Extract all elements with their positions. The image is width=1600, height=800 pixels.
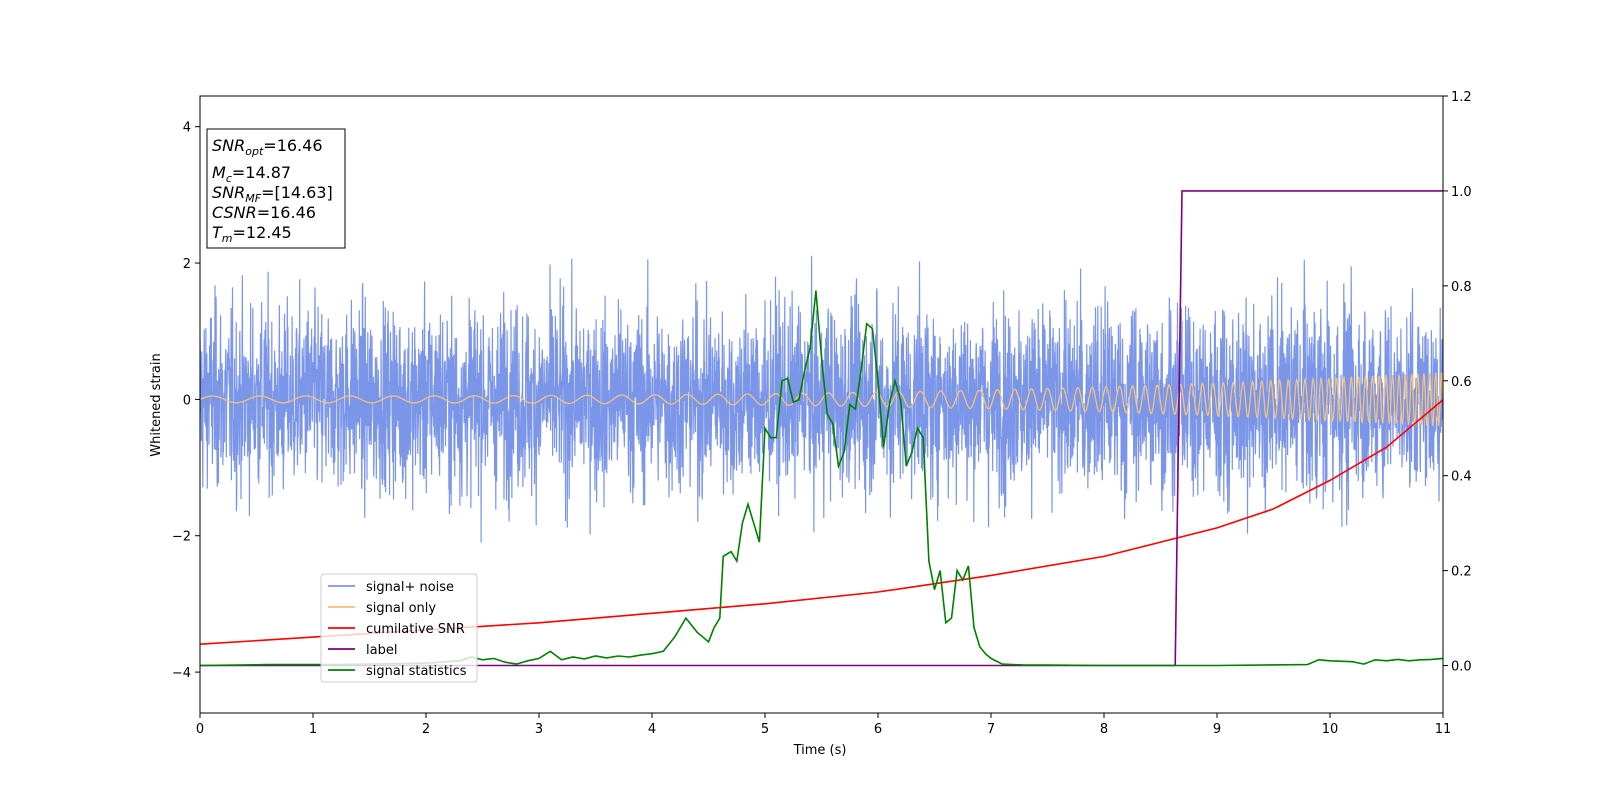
x-axis: 0 1 2 3 4 5 6 7 8 9 10 11 <box>196 713 1451 737</box>
info-tm-sub: m <box>222 232 233 245</box>
y2-tick-label: 0.8 <box>1451 280 1472 295</box>
x-tick-label: 11 <box>1435 722 1452 737</box>
info-mc: Mc=14.87 <box>212 163 291 185</box>
y2-tick-label: 0.0 <box>1451 660 1472 675</box>
info-tm-value: =12.45 <box>233 223 292 242</box>
info-snr-opt-name: SNR <box>212 136 245 155</box>
info-snr-opt: SNRopt=16.46 <box>212 136 323 158</box>
x-tick-label: 8 <box>1100 722 1108 737</box>
info-box: SNRopt=16.46 Mc=14.87 SNRMF=[14.63] CSNR… <box>206 128 346 249</box>
y-axis-label: Whitened strain <box>149 353 164 456</box>
info-snr-mf: SNRMF=[14.63] <box>212 183 333 205</box>
y2-tick-label: 0.2 <box>1451 565 1472 580</box>
x-tick-label: 6 <box>874 722 882 737</box>
x-tick-label: 3 <box>535 722 543 737</box>
info-snr-opt-sub: opt <box>245 145 264 158</box>
info-csnr: CSNR=16.46 <box>212 203 316 222</box>
info-tm: Tm=12.45 <box>212 223 292 245</box>
series-signal-only-line <box>200 372 1443 427</box>
y2-tick-label: 1.2 <box>1451 90 1472 105</box>
y-tick-label: −4 <box>172 666 191 681</box>
legend-label: signal only <box>366 601 436 616</box>
y-tick-label: 4 <box>183 121 191 136</box>
info-mc-sub: c <box>226 172 232 185</box>
info-snr-opt-value: =16.46 <box>263 136 322 155</box>
x-tick-label: 2 <box>422 722 430 737</box>
y-axis-right: 1.2 1.0 0.8 0.6 0.4 0.2 0.0 <box>1443 90 1472 675</box>
y-tick-label: 2 <box>183 257 191 272</box>
x-tick-label: 1 <box>309 722 317 737</box>
info-snr-mf-value: =[14.63] <box>261 183 333 202</box>
legend: signal+ noise signal only cumilative SNR la… <box>320 573 478 683</box>
legend-label: signal statistics <box>366 664 467 679</box>
series-signal-noise-line <box>200 255 1443 543</box>
series-signal-statistics-line <box>200 290 1443 667</box>
y2-tick-label: 1.0 <box>1451 185 1472 200</box>
legend-label: label <box>366 643 397 658</box>
info-snr-mf-name: SNR <box>212 183 245 202</box>
y2-tick-label: 0.6 <box>1451 375 1472 390</box>
info-mc-value: =14.87 <box>232 163 291 182</box>
info-tm-name: T <box>212 223 223 242</box>
x-tick-label: 10 <box>1322 722 1339 737</box>
x-axis-label: Time (s) <box>793 743 847 758</box>
x-tick-label: 7 <box>987 722 995 737</box>
y-tick-label: 0 <box>183 393 191 408</box>
legend-label: signal+ noise <box>366 580 454 595</box>
y-tick-label: −2 <box>172 530 191 545</box>
x-tick-label: 4 <box>648 722 656 737</box>
info-csnr-value: =16.46 <box>257 203 316 222</box>
x-tick-label: 9 <box>1213 722 1221 737</box>
info-mc-name: M <box>212 163 226 182</box>
y2-tick-label: 0.4 <box>1451 470 1472 485</box>
series-label-line <box>200 190 1443 667</box>
info-csnr-name: CSNR <box>212 203 257 222</box>
x-tick-label: 0 <box>196 722 204 737</box>
y-axis-left: 4 2 0 −2 −4 <box>172 121 200 681</box>
legend-frame <box>320 573 478 683</box>
plot-frame <box>199 95 1444 714</box>
info-snr-mf-sub: MF <box>245 192 261 205</box>
x-tick-label: 5 <box>761 722 769 737</box>
legend-label: cumilative SNR <box>366 622 465 637</box>
info-box-frame <box>206 128 346 249</box>
